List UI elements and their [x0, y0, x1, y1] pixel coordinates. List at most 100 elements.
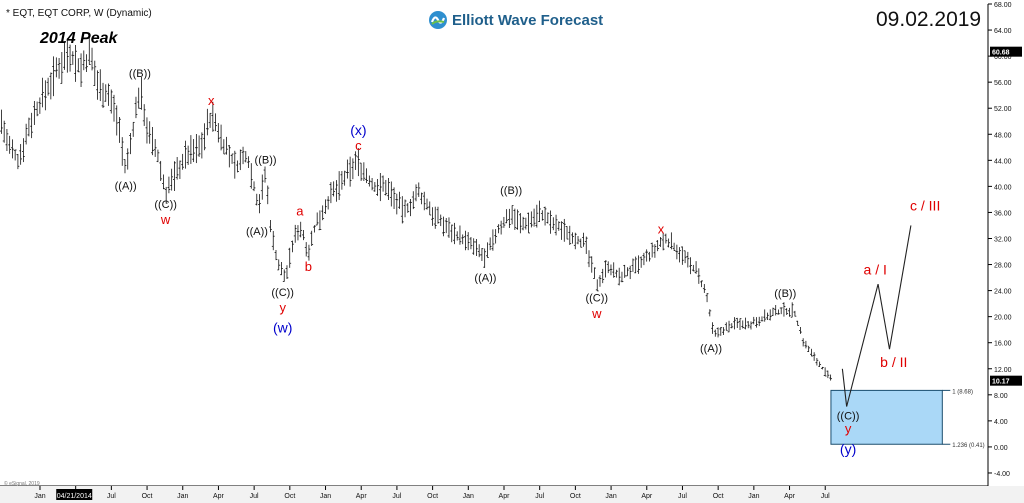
price-bar: [785, 308, 789, 315]
price-bar: [249, 163, 253, 189]
price-bar: [82, 50, 86, 71]
price-bar: [689, 257, 692, 275]
price-bar: [252, 181, 256, 192]
price-bar: [422, 191, 426, 211]
price-bar: [757, 316, 761, 327]
price-bar: [691, 264, 695, 272]
y-tick-label: 8.00: [994, 393, 1008, 400]
price-bar: [85, 54, 88, 72]
price-bar: [461, 234, 465, 245]
price-bar: [669, 232, 673, 250]
wave-label: (x): [350, 122, 366, 138]
price-bar: [746, 321, 750, 329]
box-top-label: 1 (8.68): [952, 389, 973, 395]
price-bar: [96, 70, 99, 100]
price-bar: [389, 181, 393, 207]
price-bar: [321, 205, 325, 221]
price-bar: [406, 203, 410, 213]
wave-label: ((A)): [246, 226, 268, 238]
price-bar: [442, 216, 445, 237]
last-price-flag-bg: [990, 375, 1022, 386]
price-bar: [444, 217, 448, 234]
price-bar: [763, 309, 767, 322]
price-bar: [650, 242, 654, 258]
price-bar: [678, 247, 682, 263]
x-tick-label: Apr: [641, 493, 653, 500]
price-bar: [255, 193, 259, 206]
price-bar: [65, 38, 69, 73]
x-tick-label: Jan: [748, 493, 759, 500]
price-bar: [140, 77, 143, 110]
price-bar: [343, 170, 347, 186]
price-bar: [175, 157, 179, 180]
x-tick-label: Oct: [142, 493, 153, 500]
price-bar: [148, 121, 152, 144]
price-bar: [466, 232, 470, 251]
price-bar: [244, 151, 248, 163]
price-bar: [507, 208, 511, 229]
wave-label: b / II: [880, 354, 907, 370]
price-bar: [392, 187, 396, 210]
price-bar: [173, 161, 176, 191]
price-bar: [658, 236, 662, 247]
price-bar: [260, 174, 264, 200]
price-bar: [686, 251, 690, 268]
price-bar: [225, 136, 228, 155]
price-bar: [216, 123, 220, 143]
price-bar: [420, 192, 423, 205]
price-bar: [708, 309, 712, 317]
price-bar: [107, 83, 110, 106]
price-bar: [521, 216, 525, 231]
top-price-flag: 60.68: [992, 50, 1010, 57]
price-bar: [376, 179, 379, 196]
price-bar: [667, 238, 671, 248]
x-tick-label: Jul: [250, 493, 259, 500]
price-bar: [480, 248, 484, 261]
price-bar: [560, 221, 563, 240]
price-bar: [697, 268, 701, 284]
price-bar: [329, 182, 333, 204]
price-bar: [455, 231, 459, 241]
price-bar: [400, 196, 404, 224]
wave-label: ((C)): [154, 199, 177, 211]
price-bar: [601, 268, 605, 284]
price-bar: [87, 37, 91, 66]
price-bar: [615, 269, 618, 278]
price-bar: [247, 156, 250, 168]
wave-label: a: [296, 204, 304, 219]
wave-label: w: [591, 306, 602, 321]
y-tick-label: 56.00: [994, 80, 1012, 87]
price-bar: [527, 212, 530, 234]
price-bar: [513, 208, 517, 230]
price-bar: [274, 250, 278, 261]
y-tick-label: 68.00: [994, 2, 1012, 9]
price-bar: [573, 232, 577, 250]
price-bar: [568, 225, 572, 245]
price-bar: [724, 322, 728, 331]
price-bar: [109, 89, 113, 114]
price-bar: [332, 181, 336, 197]
wave-label: ((A)): [115, 181, 137, 193]
price-bar: [304, 242, 308, 257]
price-bar: [741, 320, 745, 329]
price-bar: [727, 320, 731, 333]
price-bar: [326, 196, 330, 210]
price-bar: [782, 302, 786, 317]
y-tick-label: 44.00: [994, 158, 1012, 165]
wave-label: ((A)): [700, 343, 722, 355]
price-bar: [24, 123, 28, 145]
price-bar: [752, 316, 756, 325]
x-tick-label: Jan: [177, 493, 188, 500]
x-tick-label: Apr: [784, 493, 796, 500]
price-bar: [337, 171, 341, 201]
price-bar: [370, 177, 374, 191]
price-bar: [359, 162, 363, 181]
logo: Elliott Wave Forecast: [428, 8, 603, 32]
price-bar: [645, 249, 649, 262]
price-bar: [280, 261, 283, 276]
price-bar: [2, 120, 6, 143]
peak-label: 2014 Peak: [40, 30, 118, 47]
price-bar: [639, 256, 643, 268]
price-bar: [197, 135, 201, 157]
